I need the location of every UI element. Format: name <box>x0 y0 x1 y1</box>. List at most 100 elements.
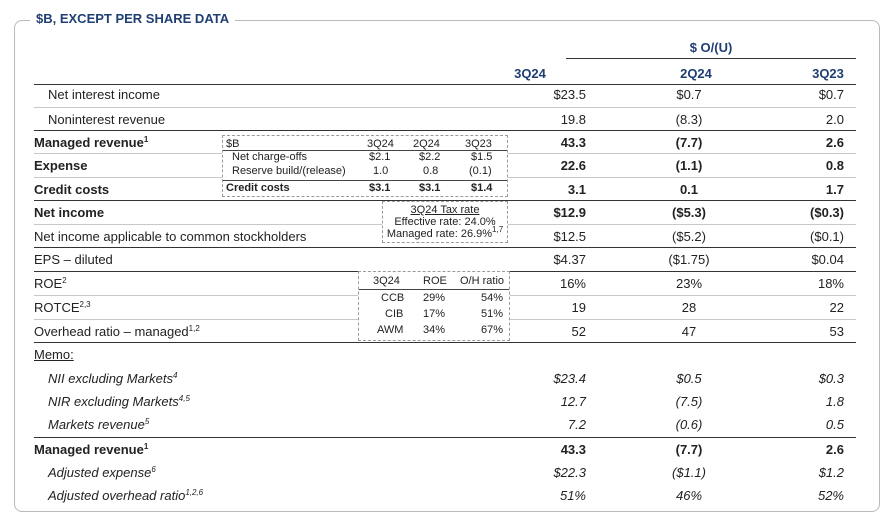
cell: $12.9 <box>553 205 586 220</box>
inset-header: ROE <box>423 275 447 287</box>
cell: $0.7 <box>676 87 702 102</box>
inset-cell: 1.0 <box>373 165 389 177</box>
cell: $0.3 <box>818 371 844 386</box>
table-row: NII excluding Markets4 $23.4 $0.5 $0.3 <box>34 367 856 390</box>
inset-cell: 34% <box>423 324 446 336</box>
inset-header: $B <box>226 138 240 150</box>
cell: $1.2 <box>818 465 844 480</box>
cell: 7.2 <box>567 417 586 432</box>
tax-title: 3Q24 Tax rate <box>410 204 480 216</box>
column-group-header: $ O/(U) <box>689 40 733 55</box>
row-label: Managed revenue1 <box>34 135 149 150</box>
cell: ($5.3) <box>672 205 706 220</box>
inset-rule <box>359 289 509 290</box>
cell: $0.7 <box>818 87 844 102</box>
table-title: $B, EXCEPT PER SHARE DATA <box>30 11 236 26</box>
row-label: Markets revenue5 <box>48 417 150 432</box>
column-group-rule <box>566 58 856 59</box>
cell: (8.3) <box>675 112 703 127</box>
cell: 19.8 <box>560 112 586 127</box>
cell: 22 <box>829 300 844 315</box>
row-label: Net income <box>34 205 105 220</box>
inset-rule <box>223 150 507 151</box>
table-row: Net income $12.9 ($5.3) ($0.3) <box>34 200 856 224</box>
table-row: Net interest income $23.5 $0.7 $0.7 <box>34 83 856 106</box>
cell: ($5.2) <box>672 229 706 244</box>
inset-header: O/H ratio <box>460 275 505 287</box>
row-label: NIR excluding Markets4,5 <box>48 394 190 409</box>
cell: 12.7 <box>560 394 586 409</box>
table-row: Markets revenue5 7.2 (0.6) 0.5 <box>34 413 856 436</box>
cell: (7.5) <box>675 394 703 409</box>
cell: $23.5 <box>553 87 586 102</box>
cell: 23% <box>675 276 703 291</box>
table-row: Managed revenue1 43.3 (7.7) 2.6 <box>34 130 856 154</box>
cell: ($1.75) <box>668 252 710 267</box>
cell: 16% <box>559 276 586 291</box>
inset-cell: $1.4 <box>471 182 493 194</box>
row-label: Adjusted expense6 <box>48 465 156 480</box>
inset-cell: $3.1 <box>419 182 441 194</box>
inset-label: Credit costs <box>226 182 290 194</box>
cell: (1.1) <box>675 158 703 173</box>
row-label: EPS – diluted <box>34 252 113 267</box>
roe-inset: 3Q24 ROE O/H ratio CCB 29% 54% CIB 17% 5… <box>358 271 510 341</box>
tax-effective: Effective rate: 24.0% <box>394 216 496 228</box>
column-header-3q24: 3Q24 <box>514 66 546 81</box>
row-label: ROTCE2,3 <box>34 300 91 315</box>
inset-header: 2Q24 <box>413 138 440 150</box>
cell: 19 <box>571 300 586 315</box>
table-row: Adjusted overhead ratio1,2,6 51% 46% 52% <box>34 484 856 507</box>
tax-rate-inset: 3Q24 Tax rate Effective rate: 24.0% Mana… <box>382 201 508 243</box>
inset-label: Reserve build/(release) <box>232 165 346 177</box>
tax-managed: Managed rate: 26.9%1,7 <box>386 225 504 241</box>
row-label: Managed revenue1 <box>34 442 149 457</box>
cell: 53 <box>829 324 844 339</box>
cell: 3.1 <box>567 182 586 197</box>
cell: 1.7 <box>825 182 844 197</box>
cell: 46% <box>675 488 703 503</box>
header-rule <box>34 84 856 85</box>
credit-costs-inset: $B 3Q24 2Q24 3Q23 Net charge-offs $2.1 $… <box>222 135 508 197</box>
row-label: Overhead ratio – managed1,2 <box>34 324 200 339</box>
table-row: Noninterest revenue 19.8 (8.3) 2.0 <box>34 107 856 131</box>
table-row: EPS – diluted $4.37 ($1.75) $0.04 <box>34 247 856 271</box>
inset-cell: $1.5 <box>471 151 493 163</box>
cell: 1.8 <box>825 394 844 409</box>
cell: (7.7) <box>675 135 703 150</box>
cell: 2.6 <box>825 135 844 150</box>
cell: ($1.1) <box>672 465 706 480</box>
cell: 47 <box>681 324 697 339</box>
inset-cell: $2.1 <box>369 151 391 163</box>
inset-header: 3Q24 <box>367 138 394 150</box>
inset-header: 3Q24 <box>373 275 400 287</box>
table-row: Adjusted expense6 $22.3 ($1.1) $1.2 <box>34 461 856 484</box>
inset-segment: AWM <box>377 324 404 336</box>
cell: 28 <box>681 300 697 315</box>
row-label: Net interest income <box>48 87 160 102</box>
inset-cell: 51% <box>481 308 504 320</box>
inset-header: 3Q23 <box>465 138 492 150</box>
row-label: Expense <box>34 158 88 173</box>
cell: 43.3 <box>560 135 586 150</box>
cell: 2.6 <box>825 442 844 457</box>
table-row: Memo: <box>34 342 856 366</box>
row-label: Adjusted overhead ratio1,2,6 <box>48 488 204 503</box>
inset-cell: 0.8 <box>423 165 439 177</box>
row-label: Noninterest revenue <box>48 112 166 127</box>
inset-cell: 67% <box>481 324 504 336</box>
cell: $0.5 <box>676 371 702 386</box>
inset-segment: CIB <box>385 308 404 320</box>
table-frame <box>14 20 880 512</box>
memo-label: Memo: <box>34 347 74 362</box>
cell: 43.3 <box>560 442 586 457</box>
cell: $22.3 <box>553 465 586 480</box>
cell: (0.6) <box>675 417 703 432</box>
cell: $12.5 <box>553 229 586 244</box>
cell: 0.1 <box>679 182 699 197</box>
row-label: ROE2 <box>34 276 67 291</box>
cell: 51% <box>559 488 586 503</box>
column-header-2q24: 2Q24 <box>680 66 712 81</box>
inset-cell: 29% <box>423 292 446 304</box>
inset-label: Net charge-offs <box>232 151 308 163</box>
